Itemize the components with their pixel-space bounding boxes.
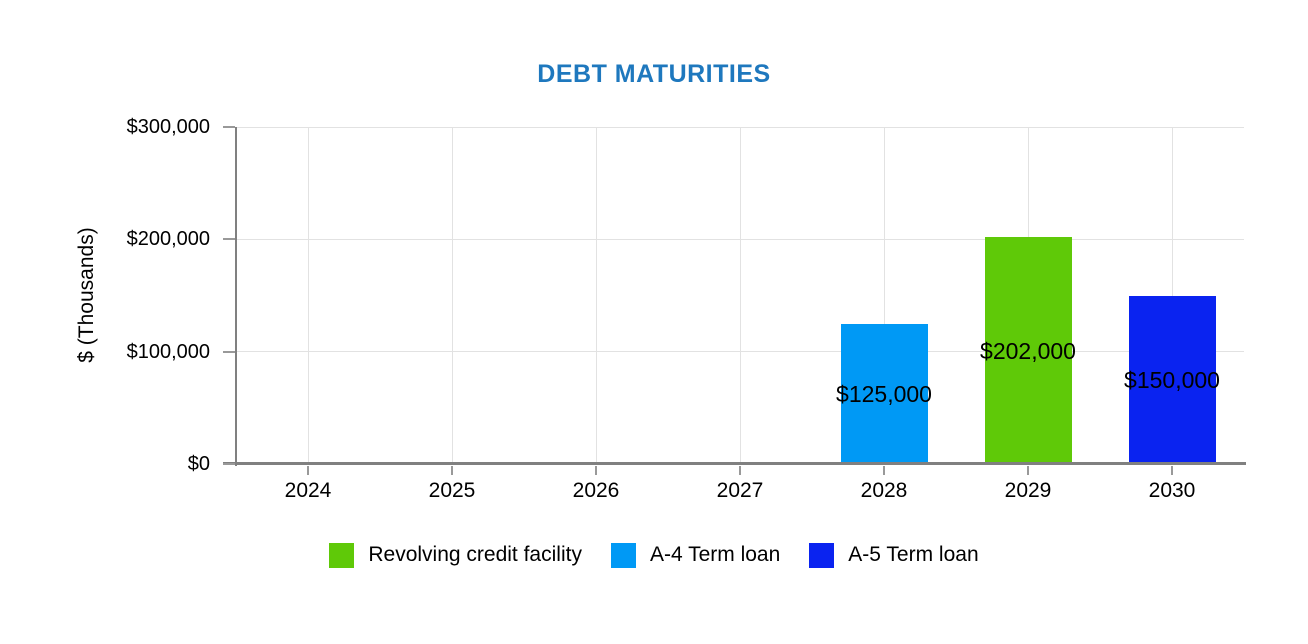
legend-swatch (809, 542, 835, 568)
vertical-gridline (739, 127, 741, 464)
x-tick-label: 2026 (572, 479, 620, 502)
bar-value-label: $150,000 (1124, 366, 1220, 393)
y-tick-mark (223, 238, 235, 241)
x-tick-label: 2030 (1148, 479, 1196, 502)
x-axis-line (223, 462, 1246, 465)
y-axis-line (235, 127, 237, 466)
vertical-gridline (307, 127, 309, 464)
bar-2028 (840, 323, 928, 464)
y-tick-label: $200,000 (126, 228, 210, 251)
legend-item: Revolving credit facility (329, 542, 582, 568)
legend-label: A-4 Term loan (649, 543, 781, 566)
vertical-gridline (451, 127, 453, 464)
x-tick-mark (1027, 466, 1029, 475)
x-tick-label: 2029 (1004, 479, 1052, 502)
vertical-gridline (883, 127, 885, 464)
y-tick-mark (223, 463, 235, 465)
x-tick-label: 2024 (284, 479, 332, 502)
legend-label: Revolving credit facility (368, 543, 582, 566)
x-tick-mark (739, 466, 741, 475)
x-tick-label: 2027 (716, 479, 764, 502)
y-axis-title: $ (Thousands) (75, 227, 98, 363)
legend-swatch (610, 542, 636, 568)
bar-2030 (1128, 295, 1216, 464)
chart-title: DEBT MATURITIES (537, 60, 771, 88)
y-tick-label: $300,000 (126, 116, 210, 138)
legend-swatch (329, 542, 355, 568)
legend-item: A-4 Term loan (610, 542, 781, 568)
x-tick-mark (883, 466, 885, 475)
y-tick-mark (223, 126, 235, 128)
x-tick-mark (451, 466, 453, 475)
y-tick-mark (223, 350, 235, 353)
y-tick-label: $100,000 (126, 340, 210, 363)
legend-item: A-5 Term loan (809, 542, 979, 568)
y-tick-label: $0 (187, 453, 210, 475)
x-tick-label: 2028 (860, 479, 908, 502)
legend: Revolving credit facility A-4 Term loan A-… (0, 540, 1308, 570)
x-tick-mark (307, 466, 309, 475)
bar-2029 (984, 237, 1072, 464)
vertical-gridline (595, 127, 597, 464)
legend-label: A-5 Term loan (848, 543, 979, 566)
plot-area: $202,000 $125,000 $150,000 $0 $100,000 $200,0… (127, 116, 1246, 502)
x-tick-mark (595, 466, 597, 475)
bar-value-label: $125,000 (836, 380, 932, 407)
bar-value-label: $202,000 (980, 337, 1076, 364)
x-tick-label: 2025 (428, 479, 476, 502)
x-tick-mark (1171, 466, 1173, 475)
